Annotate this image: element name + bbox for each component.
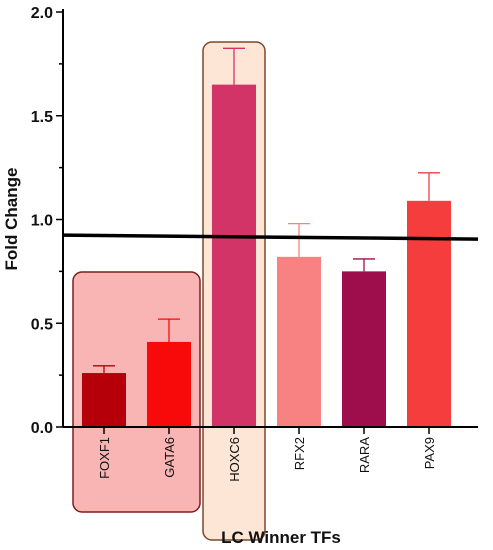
x-tick-label-pax9: PAX9	[422, 437, 437, 469]
bar-rfx2	[277, 256, 321, 427]
y-tick-labels: 0.0 0.5 1.0 1.5 2.0	[31, 5, 53, 437]
x-axis-label: LC Winner TFs	[221, 528, 341, 547]
y-tick-label: 1.5	[31, 109, 53, 126]
axes	[56, 9, 478, 434]
bar-hoxc6	[212, 84, 256, 427]
y-tick-label: 1.0	[31, 213, 53, 230]
error-bar-hoxc6	[223, 47, 245, 85]
x-tick-labels: FOXF1 GATA6 HOXC6 RFX2 RARA PAX9	[97, 437, 437, 482]
y-tick-label: 0.0	[31, 420, 53, 437]
reference-line	[62, 233, 479, 241]
reference-line-layer	[62, 233, 479, 241]
error-bar-rfx2	[288, 222, 310, 257]
error-bar-pax9	[418, 172, 440, 201]
x-tick-label-gata6: GATA6	[162, 437, 177, 478]
x-tick-label-rara: RARA	[357, 437, 372, 473]
bar-rara	[342, 271, 386, 427]
bar-gata6	[147, 341, 191, 427]
error-bar-gata6	[158, 318, 180, 342]
y-axis-label: Fold Change	[2, 168, 21, 271]
y-tick-label: 0.5	[31, 316, 53, 333]
x-tick-label-rfx2: RFX2	[292, 437, 307, 470]
bar-pax9	[407, 200, 451, 427]
error-bar-foxf1	[93, 365, 115, 374]
error-bars	[93, 47, 440, 374]
bars	[82, 84, 451, 427]
y-tick-label: 2.0	[31, 5, 53, 22]
error-bar-rara	[353, 258, 375, 272]
bar-foxf1	[82, 373, 126, 427]
x-tick-label-foxf1: FOXF1	[97, 437, 112, 479]
highlight-box-foxf1-gata6	[72, 271, 201, 513]
x-tick-label-hoxc6: HOXC6	[227, 437, 242, 482]
